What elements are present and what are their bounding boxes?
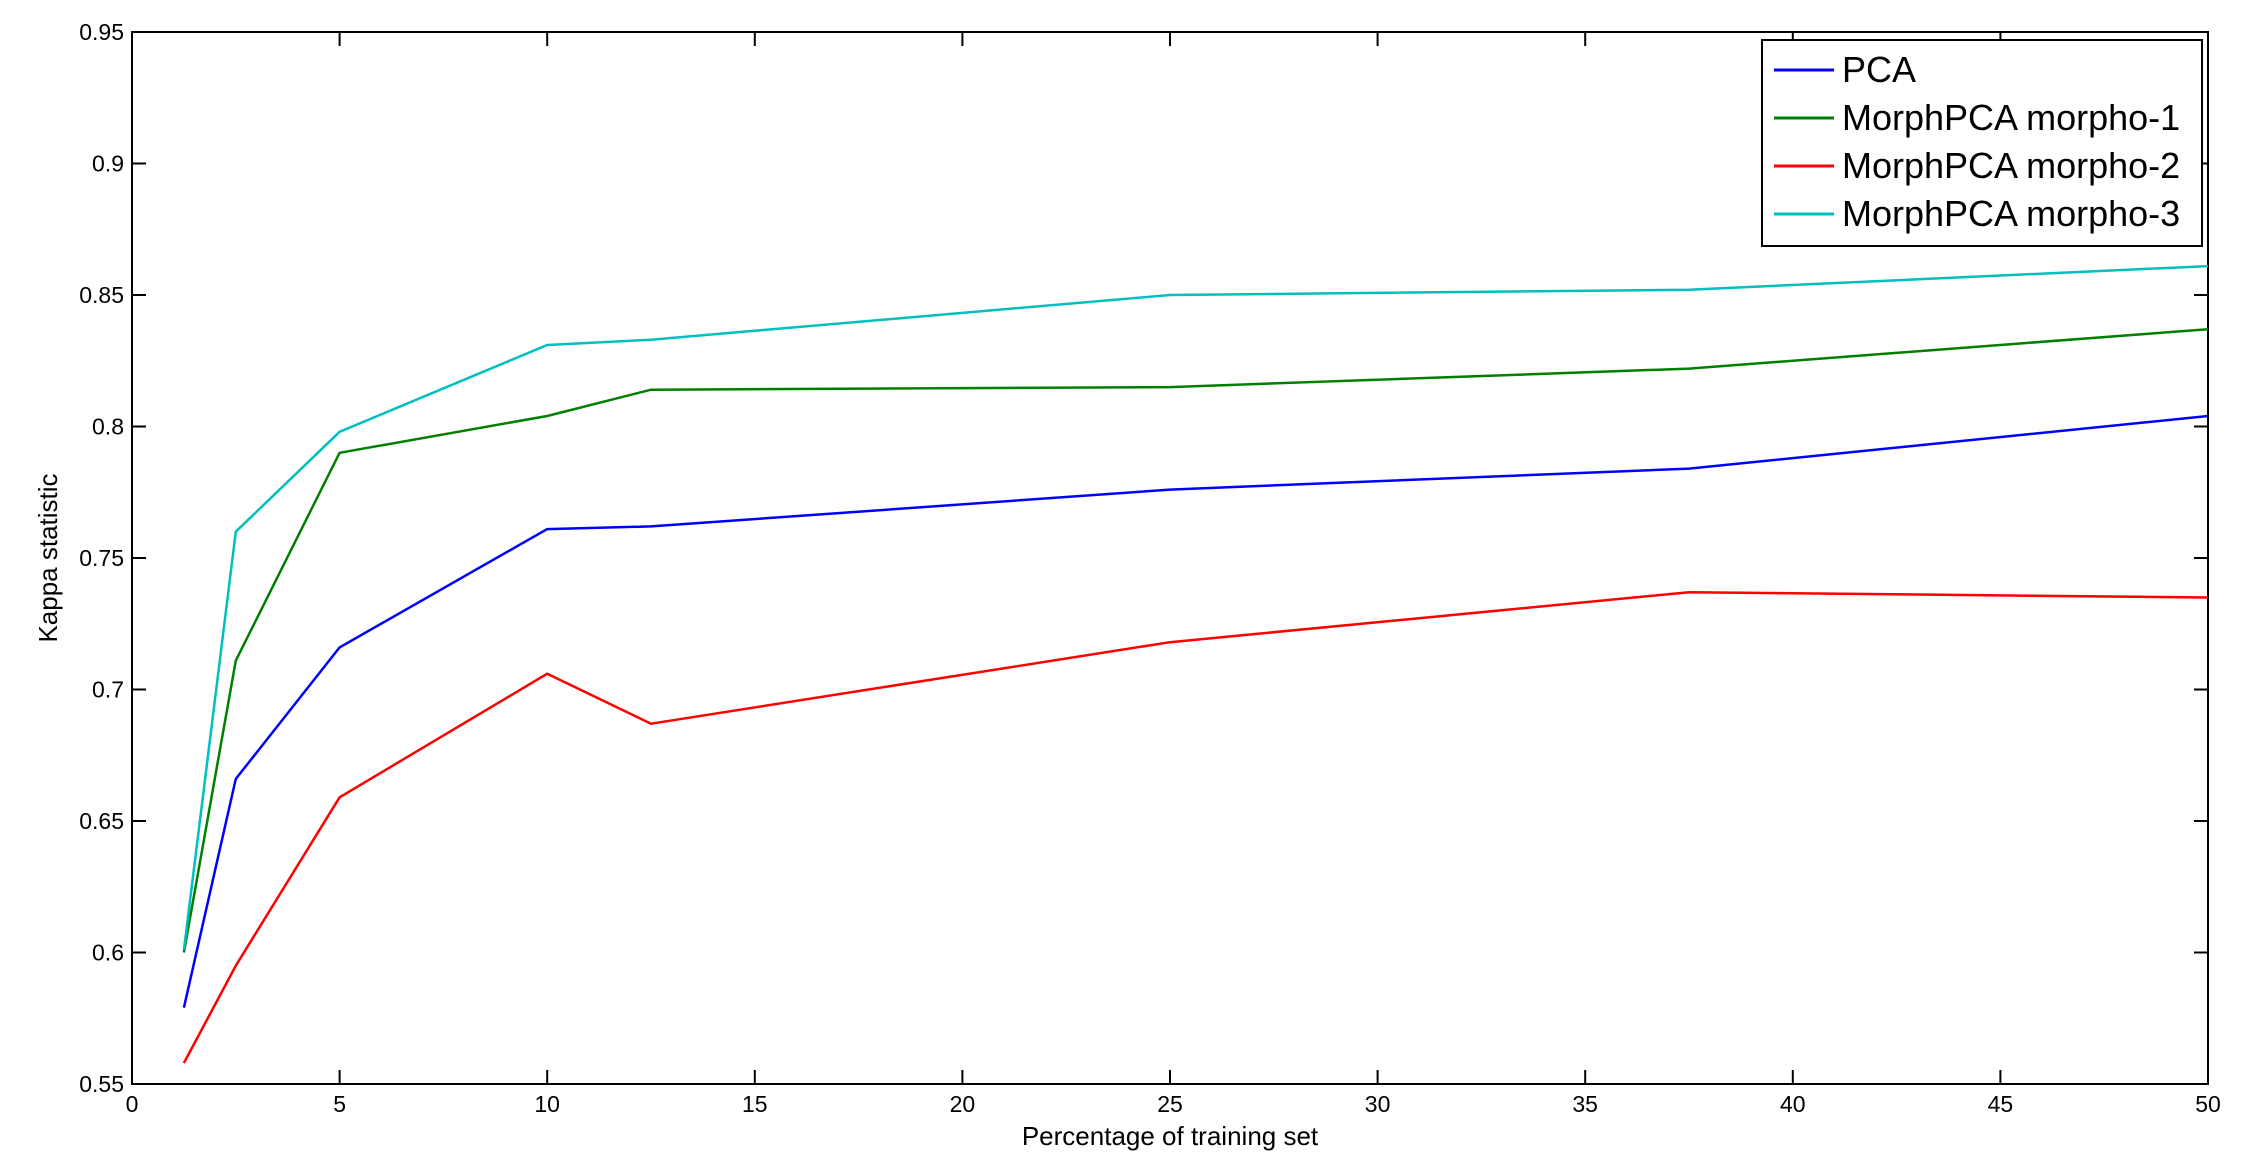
x-tick-label: 35 [1572,1091,1598,1117]
y-tick-label: 0.8 [92,414,124,440]
y-axis: 0.55 0.6 0.65 0.7 0.75 0.8 0.85 0.9 0.95 [79,19,2208,1097]
y-tick-label: 0.85 [79,282,124,308]
y-tick-label: 0.7 [92,677,124,703]
series-lines [182,264,2209,1064]
legend-label: MorphPCA morpho-3 [1842,193,2180,234]
x-tick-label: 15 [742,1091,768,1117]
y-tick-label: 0.9 [92,151,124,177]
series-line-morphpca-morpho-2 [182,590,2209,1064]
legend-label: MorphPCA morpho-1 [1842,97,2180,138]
series-line-morphpca-morpho-1 [182,327,2209,953]
legend-label: PCA [1842,49,1916,90]
series-line-morphpca-morpho-3 [182,264,2209,951]
y-tick-label: 0.65 [79,808,124,834]
x-tick-label: 0 [126,1091,139,1117]
legend-box [1761,39,2203,247]
x-tick-label: 20 [950,1091,976,1117]
legend: PCA MorphPCA morpho-1 MorphPCA morpho-2 Mor… [1761,39,2203,247]
x-tick-label: 40 [1780,1091,1806,1117]
y-tick-label: 0.95 [79,19,124,45]
y-tick-label: 0.55 [79,1071,124,1097]
x-tick-label: 45 [1988,1091,2014,1117]
x-tick-label: 10 [534,1091,560,1117]
x-tick-label: 25 [1157,1091,1183,1117]
y-tick-label: 0.6 [92,940,124,966]
x-tick-label: 5 [333,1091,346,1117]
x-axis: 0 5 10 15 20 25 30 35 40 45 50 [126,32,2221,1117]
series-line-pca [182,414,2209,1008]
y-tick-label: 0.75 [79,545,124,571]
x-tick-label: 50 [2195,1091,2221,1117]
legend-label: MorphPCA morpho-2 [1842,145,2180,186]
y-axis-label: Kappa statistic [33,473,63,642]
x-tick-label: 30 [1365,1091,1391,1117]
x-axis-label: Percentage of training set [1022,1121,1319,1151]
